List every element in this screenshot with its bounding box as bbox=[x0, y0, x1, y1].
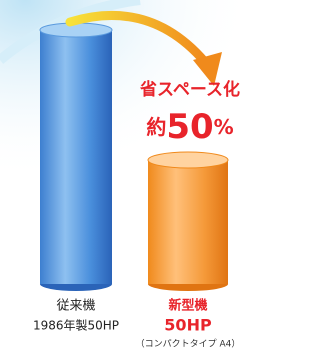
reduction-number: 50 bbox=[166, 107, 213, 147]
old-model-name: 従来機 bbox=[56, 299, 95, 314]
comparison-graphic: 省スペース化 約50% 従来機 1986年製50HP 新型機 50HP （コンパ… bbox=[0, 0, 253, 353]
new-model-note: （コンパクトタイプ A4） bbox=[136, 339, 241, 350]
old-model-detail: 1986年製50HP bbox=[33, 319, 119, 333]
reduction-prefix: 約 bbox=[146, 115, 166, 139]
old-model-cylinder bbox=[40, 23, 112, 291]
page: 省スペース化 約50% 従来機 1986年製50HP 新型機 50HP （コンパ… bbox=[0, 0, 320, 353]
new-model-name: 新型機 bbox=[168, 298, 207, 314]
new-model-cylinder bbox=[148, 152, 228, 291]
headline: 省スペース化 bbox=[139, 79, 240, 100]
reduction-unit: % bbox=[214, 115, 234, 139]
new-model-detail: 50HP bbox=[164, 316, 212, 335]
